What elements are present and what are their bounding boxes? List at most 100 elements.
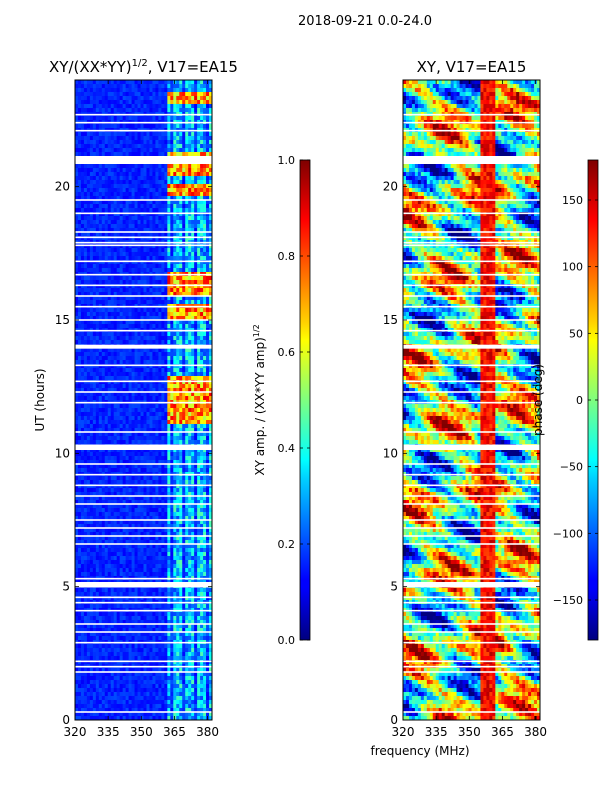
amplitude-heatmap-cell xyxy=(83,104,88,109)
amplitude-heatmap-cell xyxy=(113,180,118,185)
amplitude-heatmap-cell xyxy=(158,456,162,461)
amplitude-heatmap-cell xyxy=(134,404,138,409)
amplitude-heatmap-cell xyxy=(209,236,212,241)
amplitude-heatmap-cell xyxy=(143,404,147,409)
amplitude-heatmap-cell xyxy=(152,124,156,129)
amplitude-heatmap-cell xyxy=(191,200,195,205)
amplitude-heatmap-cell xyxy=(86,348,91,353)
amplitude-heatmap-cell xyxy=(86,352,91,357)
amplitude-heatmap-cell xyxy=(179,208,183,213)
amplitude-heatmap-cell xyxy=(95,136,100,141)
amplitude-heatmap-cell xyxy=(107,152,112,157)
amplitude-heatmap-cell xyxy=(140,364,144,369)
amplitude-heatmap-cell xyxy=(173,384,177,389)
amplitude-heatmap-cell xyxy=(75,464,79,469)
amplitude-heatmap-cell xyxy=(77,408,82,413)
amplitude-heatmap-cell xyxy=(185,268,189,273)
amplitude-heatmap-cell xyxy=(110,452,115,457)
amplitude-heatmap-cell xyxy=(143,244,147,249)
amplitude-heatmap-cell xyxy=(185,108,189,113)
amplitude-heatmap-cell xyxy=(194,484,198,489)
amplitude-heatmap-cell xyxy=(158,288,162,293)
amplitude-heatmap-cell xyxy=(152,488,156,493)
amplitude-heatmap-cell xyxy=(161,384,165,389)
amplitude-heatmap-cell xyxy=(101,140,106,145)
amplitude-heatmap-cell xyxy=(95,392,100,397)
amplitude-heatmap-cell xyxy=(191,316,195,321)
amplitude-heatmap-cell xyxy=(107,460,112,465)
amplitude-heatmap-cell xyxy=(92,252,97,257)
amplitude-heatmap-cell xyxy=(188,96,192,101)
amplitude-heatmap-cell xyxy=(143,480,147,485)
amplitude-heatmap-cell xyxy=(206,500,210,505)
amplitude-heatmap-cell xyxy=(158,492,162,497)
amplitude-heatmap-cell xyxy=(173,108,177,113)
amplitude-heatmap-cell xyxy=(86,184,91,189)
amplitude-heatmap-cell xyxy=(179,352,183,357)
amplitude-heatmap-cell xyxy=(185,136,189,141)
amplitude-heatmap-cell xyxy=(185,244,189,249)
amplitude-heatmap-cell xyxy=(200,308,204,313)
amplitude-heatmap-cell xyxy=(104,248,109,253)
amplitude-heatmap-cell xyxy=(194,460,198,465)
amplitude-heatmap-cell xyxy=(143,216,147,221)
amplitude-heatmap-cell xyxy=(128,188,132,193)
amplitude-heatmap-cell xyxy=(89,204,94,209)
amplitude-heatmap-cell xyxy=(191,484,195,489)
amplitude-heatmap-cell xyxy=(122,188,126,193)
amplitude-heatmap-cell xyxy=(80,236,85,241)
amplitude-heatmap-cell xyxy=(80,224,85,229)
amplitude-heatmap-cell xyxy=(98,136,103,141)
amplitude-heatmap-cell xyxy=(158,488,162,493)
amplitude-heatmap-cell xyxy=(176,180,180,185)
amplitude-heatmap-cell xyxy=(155,352,159,357)
amplitude-heatmap-cell xyxy=(110,268,115,273)
amplitude-heatmap-cell xyxy=(98,140,103,145)
amplitude-heatmap-cell xyxy=(113,504,118,509)
amplitude-heatmap-cell xyxy=(185,432,189,437)
amplitude-heatmap-cell xyxy=(86,220,91,225)
amplitude-heatmap-cell xyxy=(101,268,106,273)
amplitude-heatmap-cell xyxy=(95,132,100,137)
amplitude-heatmap-cell xyxy=(107,144,112,149)
amplitude-heatmap-cell xyxy=(92,96,97,101)
amplitude-heatmap-cell xyxy=(140,500,144,505)
amplitude-heatmap-cell xyxy=(179,188,183,193)
amplitude-heatmap-cell xyxy=(203,476,207,481)
amplitude-heatmap-cell xyxy=(146,124,150,129)
amplitude-heatmap-cell xyxy=(170,428,174,433)
amplitude-heatmap-cell xyxy=(119,244,123,249)
amplitude-heatmap-cell xyxy=(209,408,212,413)
amplitude-heatmap-cell xyxy=(128,136,132,141)
amplitude-heatmap-cell xyxy=(122,352,126,357)
amplitude-heatmap-cell xyxy=(191,216,195,221)
amplitude-heatmap-cell xyxy=(173,244,177,249)
amplitude-heatmap-cell xyxy=(140,180,144,185)
amplitude-heatmap-cell xyxy=(209,396,212,401)
amplitude-heatmap-cell xyxy=(95,384,100,389)
amplitude-heatmap-cell xyxy=(179,216,183,221)
amplitude-heatmap-cell xyxy=(188,108,192,113)
amplitude-heatmap-cell xyxy=(176,468,180,473)
amplitude-heatmap-cell xyxy=(143,420,147,425)
amplitude-heatmap-cell xyxy=(140,116,144,121)
amplitude-heatmap-cell xyxy=(83,252,88,257)
amplitude-heatmap-cell xyxy=(89,136,94,141)
amplitude-heatmap-cell xyxy=(98,316,103,321)
amplitude-heatmap-cell xyxy=(104,300,109,305)
amplitude-heatmap-cell xyxy=(101,356,106,361)
amplitude-heatmap-cell xyxy=(194,196,198,201)
amplitude-heatmap-cell xyxy=(188,248,192,253)
amplitude-heatmap-cell xyxy=(140,104,144,109)
amplitude-heatmap-cell xyxy=(86,424,91,429)
amplitude-heatmap-cell xyxy=(113,208,118,213)
amplitude-heatmap-cell xyxy=(176,384,180,389)
amplitude-heatmap-cell xyxy=(143,500,147,505)
amplitude-heatmap-cell xyxy=(77,468,82,473)
amplitude-heatmap-cell xyxy=(95,248,100,253)
amplitude-heatmap-cell xyxy=(80,300,85,305)
amplitude-heatmap-cell xyxy=(206,188,210,193)
amplitude-heatmap-cell xyxy=(134,452,138,457)
amplitude-heatmap-cell xyxy=(170,140,174,145)
amplitude-heatmap-cell xyxy=(146,440,150,445)
